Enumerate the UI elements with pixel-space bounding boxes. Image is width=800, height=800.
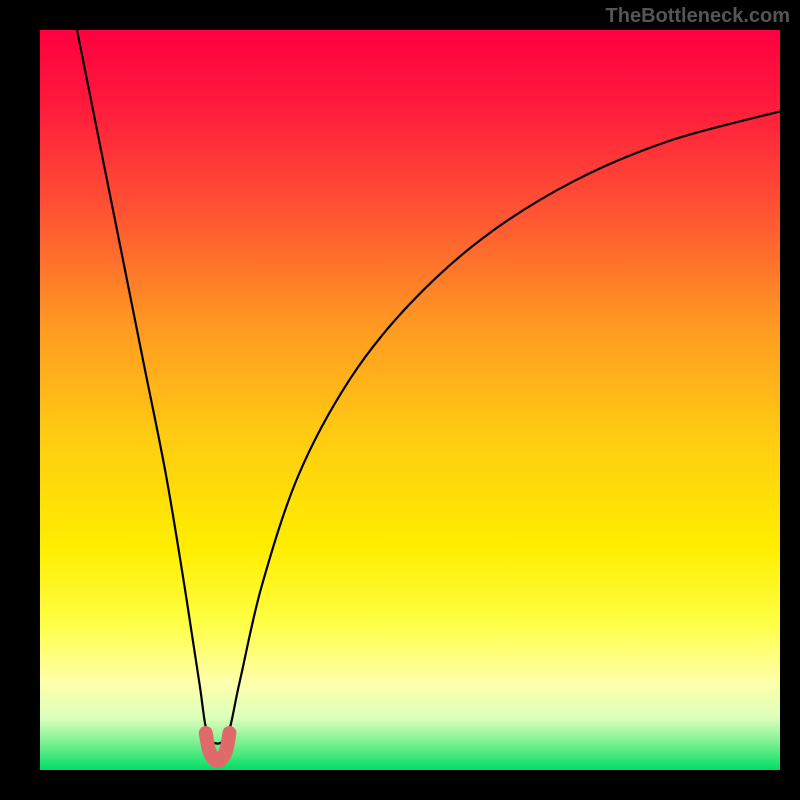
chart-container: TheBottleneck.com (0, 0, 800, 800)
watermark-label: TheBottleneck.com (606, 5, 790, 28)
bottleneck-chart (0, 0, 800, 800)
